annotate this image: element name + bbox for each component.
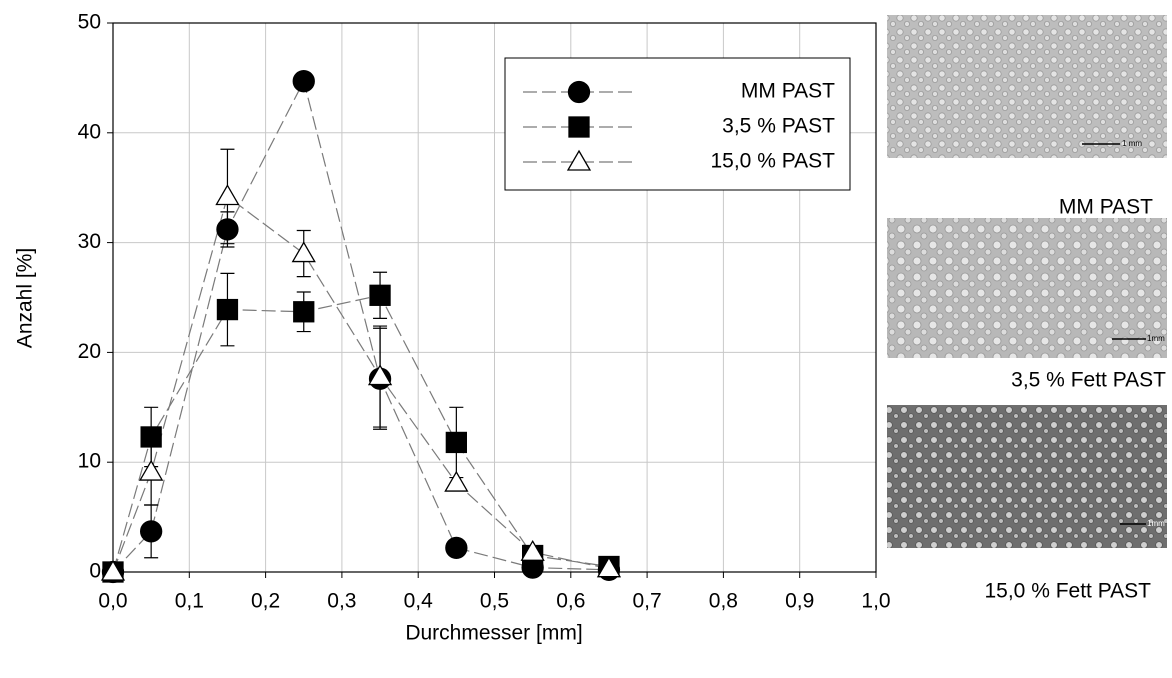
series-line	[112, 294, 610, 573]
marker	[566, 149, 592, 171]
marker	[293, 301, 315, 323]
plot-frame	[112, 22, 877, 573]
marker	[139, 459, 164, 481]
marker	[445, 431, 468, 454]
scale-label: 1 mm	[1122, 139, 1142, 148]
x-tick-label: 0,1	[175, 590, 204, 613]
marker	[445, 536, 468, 559]
marker	[291, 241, 316, 263]
legend-box	[504, 57, 851, 191]
y-tick-label: 30	[78, 230, 101, 253]
y-tick-label: 40	[78, 120, 101, 143]
x-tick-label: 0,9	[785, 590, 814, 613]
x-tick-label: 1,0	[861, 590, 890, 613]
marker	[367, 364, 393, 386]
marker	[444, 470, 469, 492]
marker	[100, 559, 126, 581]
marker	[216, 218, 239, 241]
x-axis-label: Durchmesser [mm]	[405, 622, 582, 645]
image-caption: 15,0 % Fett PAST	[984, 580, 1151, 603]
marker	[139, 520, 163, 543]
image-caption: 3,5 % Fett PAST	[1011, 369, 1166, 392]
y-tick-label: 50	[78, 11, 101, 34]
x-tick-label: 0,3	[327, 590, 356, 613]
x-tick-label: 0,6	[556, 590, 585, 613]
x-tick-label: 0,5	[480, 590, 509, 613]
plot: 0,0 0,1 0,2 0,3 0,4 0,5 0,6 0,7 0,8 0,9 1,0 0 10 20 30…	[78, 11, 891, 613]
scale-label: 1mm	[1147, 334, 1165, 343]
marker	[215, 184, 240, 206]
image-caption: MM PAST	[1059, 196, 1153, 219]
marker	[369, 284, 391, 306]
legend-label: 15,0 % PAST	[710, 150, 835, 173]
marker	[520, 539, 545, 561]
marker	[216, 298, 239, 321]
y-tick-label: 0	[89, 560, 101, 583]
legend-label: MM PAST	[741, 80, 835, 103]
series-line	[112, 195, 610, 573]
y-axis-label: Anzahl [%]	[14, 248, 37, 348]
y-tick-label: 10	[78, 450, 101, 473]
legend: MM PAST 3,5 % PAST 15,0 % PAST	[504, 57, 851, 191]
x-tick-label: 0,7	[632, 590, 661, 613]
y-tick-label: 20	[78, 340, 101, 363]
micrograph	[887, 15, 1167, 158]
x-tick-label: 0,4	[404, 590, 434, 613]
marker	[292, 70, 315, 93]
micrograph	[887, 405, 1167, 548]
series-line	[112, 79, 609, 573]
micrograph	[887, 218, 1167, 358]
x-tick-label: 0,0	[98, 590, 127, 613]
marker	[596, 556, 622, 578]
marker	[140, 426, 162, 448]
x-tick-label: 0,2	[251, 590, 280, 613]
marker	[568, 116, 590, 138]
marker	[567, 80, 591, 104]
legend-label: 3,5 % PAST	[722, 115, 835, 138]
scale-label: 1mm	[1147, 519, 1165, 528]
x-tick-label: 0,8	[709, 590, 738, 613]
